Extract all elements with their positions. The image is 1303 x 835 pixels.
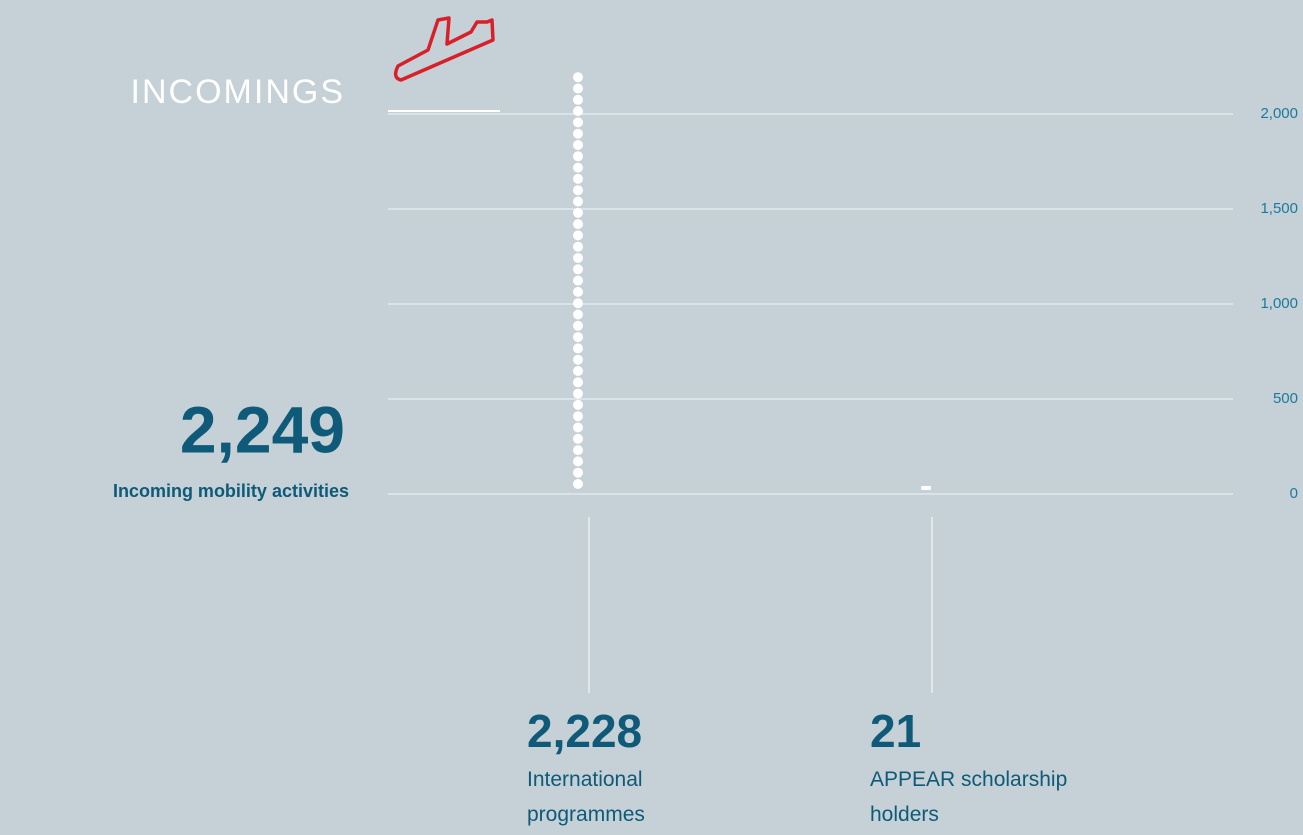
category-value: 21 xyxy=(870,705,921,757)
dot xyxy=(573,106,583,117)
dot xyxy=(573,433,583,444)
dot xyxy=(573,479,583,489)
total-label: Incoming mobility activities xyxy=(113,481,349,501)
dot xyxy=(573,422,583,433)
category-label: APPEAR scholarship holders xyxy=(870,768,1067,826)
dot xyxy=(573,207,583,218)
y-tick-label: 2,000 xyxy=(1260,105,1298,122)
y-tick-label: 1,500 xyxy=(1260,200,1298,217)
dot xyxy=(573,173,583,184)
dot xyxy=(573,309,583,320)
y-tick-label: 500 xyxy=(1273,390,1298,407)
dot xyxy=(573,219,583,230)
dot xyxy=(573,399,583,410)
dot xyxy=(573,275,583,286)
dot xyxy=(573,241,583,252)
chart-title: INCOMINGS xyxy=(131,73,345,111)
dot xyxy=(573,467,583,478)
dot xyxy=(573,230,583,241)
dot xyxy=(573,445,583,456)
dot xyxy=(573,332,583,343)
dot xyxy=(573,83,583,94)
dot xyxy=(573,128,583,139)
dot xyxy=(573,286,583,297)
dot xyxy=(573,117,583,128)
dot xyxy=(573,253,583,263)
dot xyxy=(573,94,583,105)
dot xyxy=(573,456,583,467)
total-value: 2,249 xyxy=(180,392,345,466)
y-tick-label: 0 xyxy=(1290,485,1298,502)
dot xyxy=(573,72,583,83)
dot xyxy=(921,486,931,490)
category-value: 2,228 xyxy=(527,705,642,757)
y-tick-label: 1,000 xyxy=(1260,295,1298,312)
dot xyxy=(573,264,583,275)
dot xyxy=(573,354,583,365)
dot xyxy=(573,162,583,173)
dot xyxy=(573,343,583,354)
dot xyxy=(573,140,583,150)
dot xyxy=(573,320,583,331)
category-label: International programmes xyxy=(527,768,645,826)
dot xyxy=(573,388,583,399)
dot xyxy=(573,366,583,376)
dot xyxy=(573,151,583,162)
plane-icon xyxy=(393,16,495,82)
dot xyxy=(573,377,583,388)
dot-column xyxy=(921,486,931,490)
dot-column xyxy=(573,72,583,489)
dot xyxy=(573,298,583,309)
dot xyxy=(573,196,583,207)
dot xyxy=(573,411,583,422)
dot xyxy=(573,185,583,196)
